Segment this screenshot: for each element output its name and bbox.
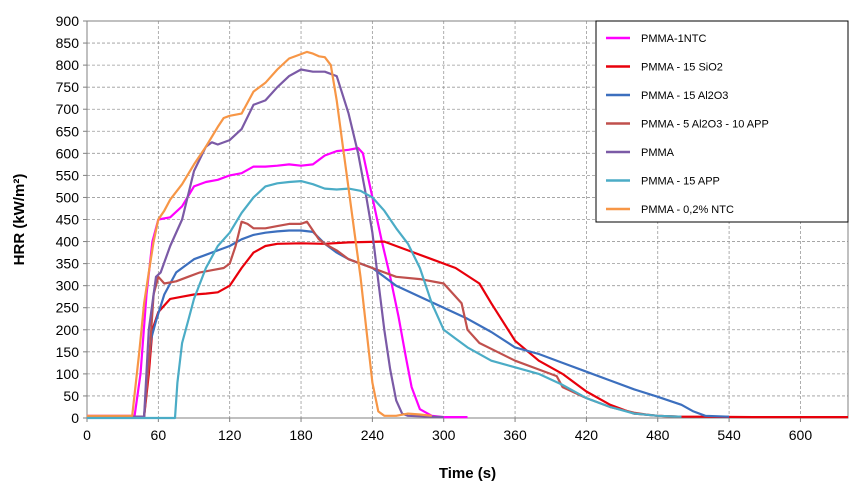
legend-box xyxy=(595,20,849,223)
legend-label: PMMA - 15 APP xyxy=(641,176,720,188)
y-tick-label: 350 xyxy=(56,256,80,272)
legend-item: PMMA - 15 SiO2 xyxy=(606,62,723,74)
y-tick-label: 50 xyxy=(63,388,79,404)
series-lines xyxy=(87,50,848,420)
x-tick-label: 60 xyxy=(151,427,167,443)
legend-label: PMMA - 15 Al2O3 xyxy=(641,90,728,102)
legend-item: PMMA - 15 APP xyxy=(606,176,720,188)
series-line-7 xyxy=(87,50,432,417)
series-line-4 xyxy=(87,220,682,418)
y-tick-label: 450 xyxy=(56,212,80,228)
y-tick-label: 650 xyxy=(56,123,80,139)
y-tick-label: 200 xyxy=(56,322,80,338)
y-tick-label: 250 xyxy=(56,300,80,316)
legend-item: PMMA - 0,2% NTC xyxy=(606,204,734,216)
y-tick-label: 400 xyxy=(56,234,80,250)
x-tick-label: 600 xyxy=(789,427,813,443)
series-line-6 xyxy=(87,180,682,420)
legend-item: PMMA - 15 Al2O3 xyxy=(606,90,728,102)
x-tick-label: 300 xyxy=(432,427,456,443)
y-tick-label: 600 xyxy=(56,145,80,161)
y-tick-label: 900 xyxy=(56,13,80,29)
y-tick-label: 550 xyxy=(56,167,80,183)
y-axis-ticks: 0 50 100 150 200 250 300 350 400 450 500 550 600 650 7… xyxy=(56,13,87,426)
series-line-2 xyxy=(87,240,848,419)
legend-item: PMMA xyxy=(606,147,675,159)
x-axis-ticks: 0 60 120 180 240 300 360 420 480 540 600 xyxy=(83,418,812,443)
series-line-1 xyxy=(87,146,468,419)
legend-label: PMMA - 5 Al2O3 - 10 APP xyxy=(641,119,769,131)
legend-label: PMMA - 15 SiO2 xyxy=(641,62,723,74)
y-tick-label: 800 xyxy=(56,57,80,73)
x-tick-label: 0 xyxy=(83,427,91,443)
series-line-5 xyxy=(87,68,444,419)
x-tick-label: 360 xyxy=(503,427,527,443)
y-tick-label: 0 xyxy=(71,410,79,426)
x-tick-label: 240 xyxy=(361,427,385,443)
x-tick-label: 120 xyxy=(218,427,242,443)
x-axis-title: Time (s) xyxy=(439,465,496,482)
series-line-3 xyxy=(87,229,730,418)
legend-label: PMMA xyxy=(641,147,675,159)
x-tick-label: 480 xyxy=(646,427,670,443)
legend-label: PMMA - 0,2% NTC xyxy=(641,204,734,216)
y-tick-label: 850 xyxy=(56,35,80,51)
y-tick-label: 500 xyxy=(56,189,80,205)
y-axis-title: HRR (kW/m²) xyxy=(11,174,28,266)
x-tick-label: 540 xyxy=(717,427,741,443)
x-tick-label: 180 xyxy=(289,427,313,443)
x-tick-label: 420 xyxy=(575,427,599,443)
y-tick-label: 750 xyxy=(56,79,80,95)
y-tick-label: 700 xyxy=(56,101,80,117)
legend: PMMA-1NTC PMMA - 15 SiO2 PMMA - 15 Al2O3 PM… xyxy=(595,20,849,223)
y-tick-label: 300 xyxy=(56,278,80,294)
legend-item: PMMA-1NTC xyxy=(606,33,706,45)
legend-label: PMMA-1NTC xyxy=(641,33,706,45)
y-tick-label: 150 xyxy=(56,344,80,360)
legend-item: PMMA - 5 Al2O3 - 10 APP xyxy=(606,119,769,131)
y-tick-label: 100 xyxy=(56,366,80,382)
